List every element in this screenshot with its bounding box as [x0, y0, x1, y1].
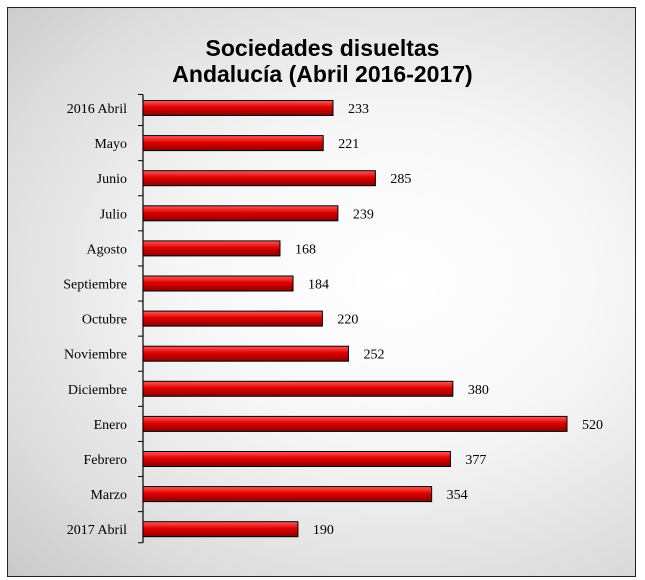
category-label: Enero [94, 418, 127, 433]
bar [142, 240, 281, 257]
category-label: Marzo [90, 488, 127, 503]
data-label: 168 [295, 242, 316, 257]
bar [142, 100, 334, 116]
data-label: 239 [353, 207, 374, 222]
bar [142, 451, 451, 467]
bar [142, 170, 376, 187]
data-label: 252 [363, 348, 384, 363]
category-label: 2016 Abril [67, 102, 127, 117]
bar [142, 380, 454, 397]
bar [142, 345, 349, 362]
data-label: 220 [337, 313, 358, 328]
data-label: 190 [313, 523, 334, 538]
bar [142, 135, 324, 152]
bar [142, 521, 299, 538]
category-label: Agosto [87, 242, 127, 257]
data-label: 520 [582, 418, 603, 433]
chart-subtitle: Andalucía (Abril 2016-2017) [172, 61, 473, 87]
category-label: Octubre [82, 313, 127, 328]
data-label: 184 [308, 278, 329, 293]
category-label: Junio [97, 172, 127, 187]
chart-title: Sociedades disueltas [205, 35, 440, 61]
category-label: Diciembre [68, 383, 127, 398]
data-label: 285 [390, 172, 411, 187]
data-label: 377 [465, 453, 486, 468]
category-label: Noviembre [64, 348, 127, 363]
category-label: Julio [100, 207, 127, 222]
bar [142, 415, 568, 432]
bar [142, 275, 294, 292]
category-label: Mayo [94, 137, 127, 152]
category-label: Septiembre [63, 278, 127, 293]
data-label: 380 [468, 383, 489, 398]
category-label: 2017 Abril [67, 523, 127, 538]
bar [142, 486, 433, 503]
data-label: 354 [447, 488, 468, 503]
bar [142, 310, 323, 327]
data-label: 233 [348, 102, 369, 117]
data-label: 221 [338, 137, 359, 152]
category-label: Febrero [83, 453, 127, 468]
bar [142, 205, 339, 222]
